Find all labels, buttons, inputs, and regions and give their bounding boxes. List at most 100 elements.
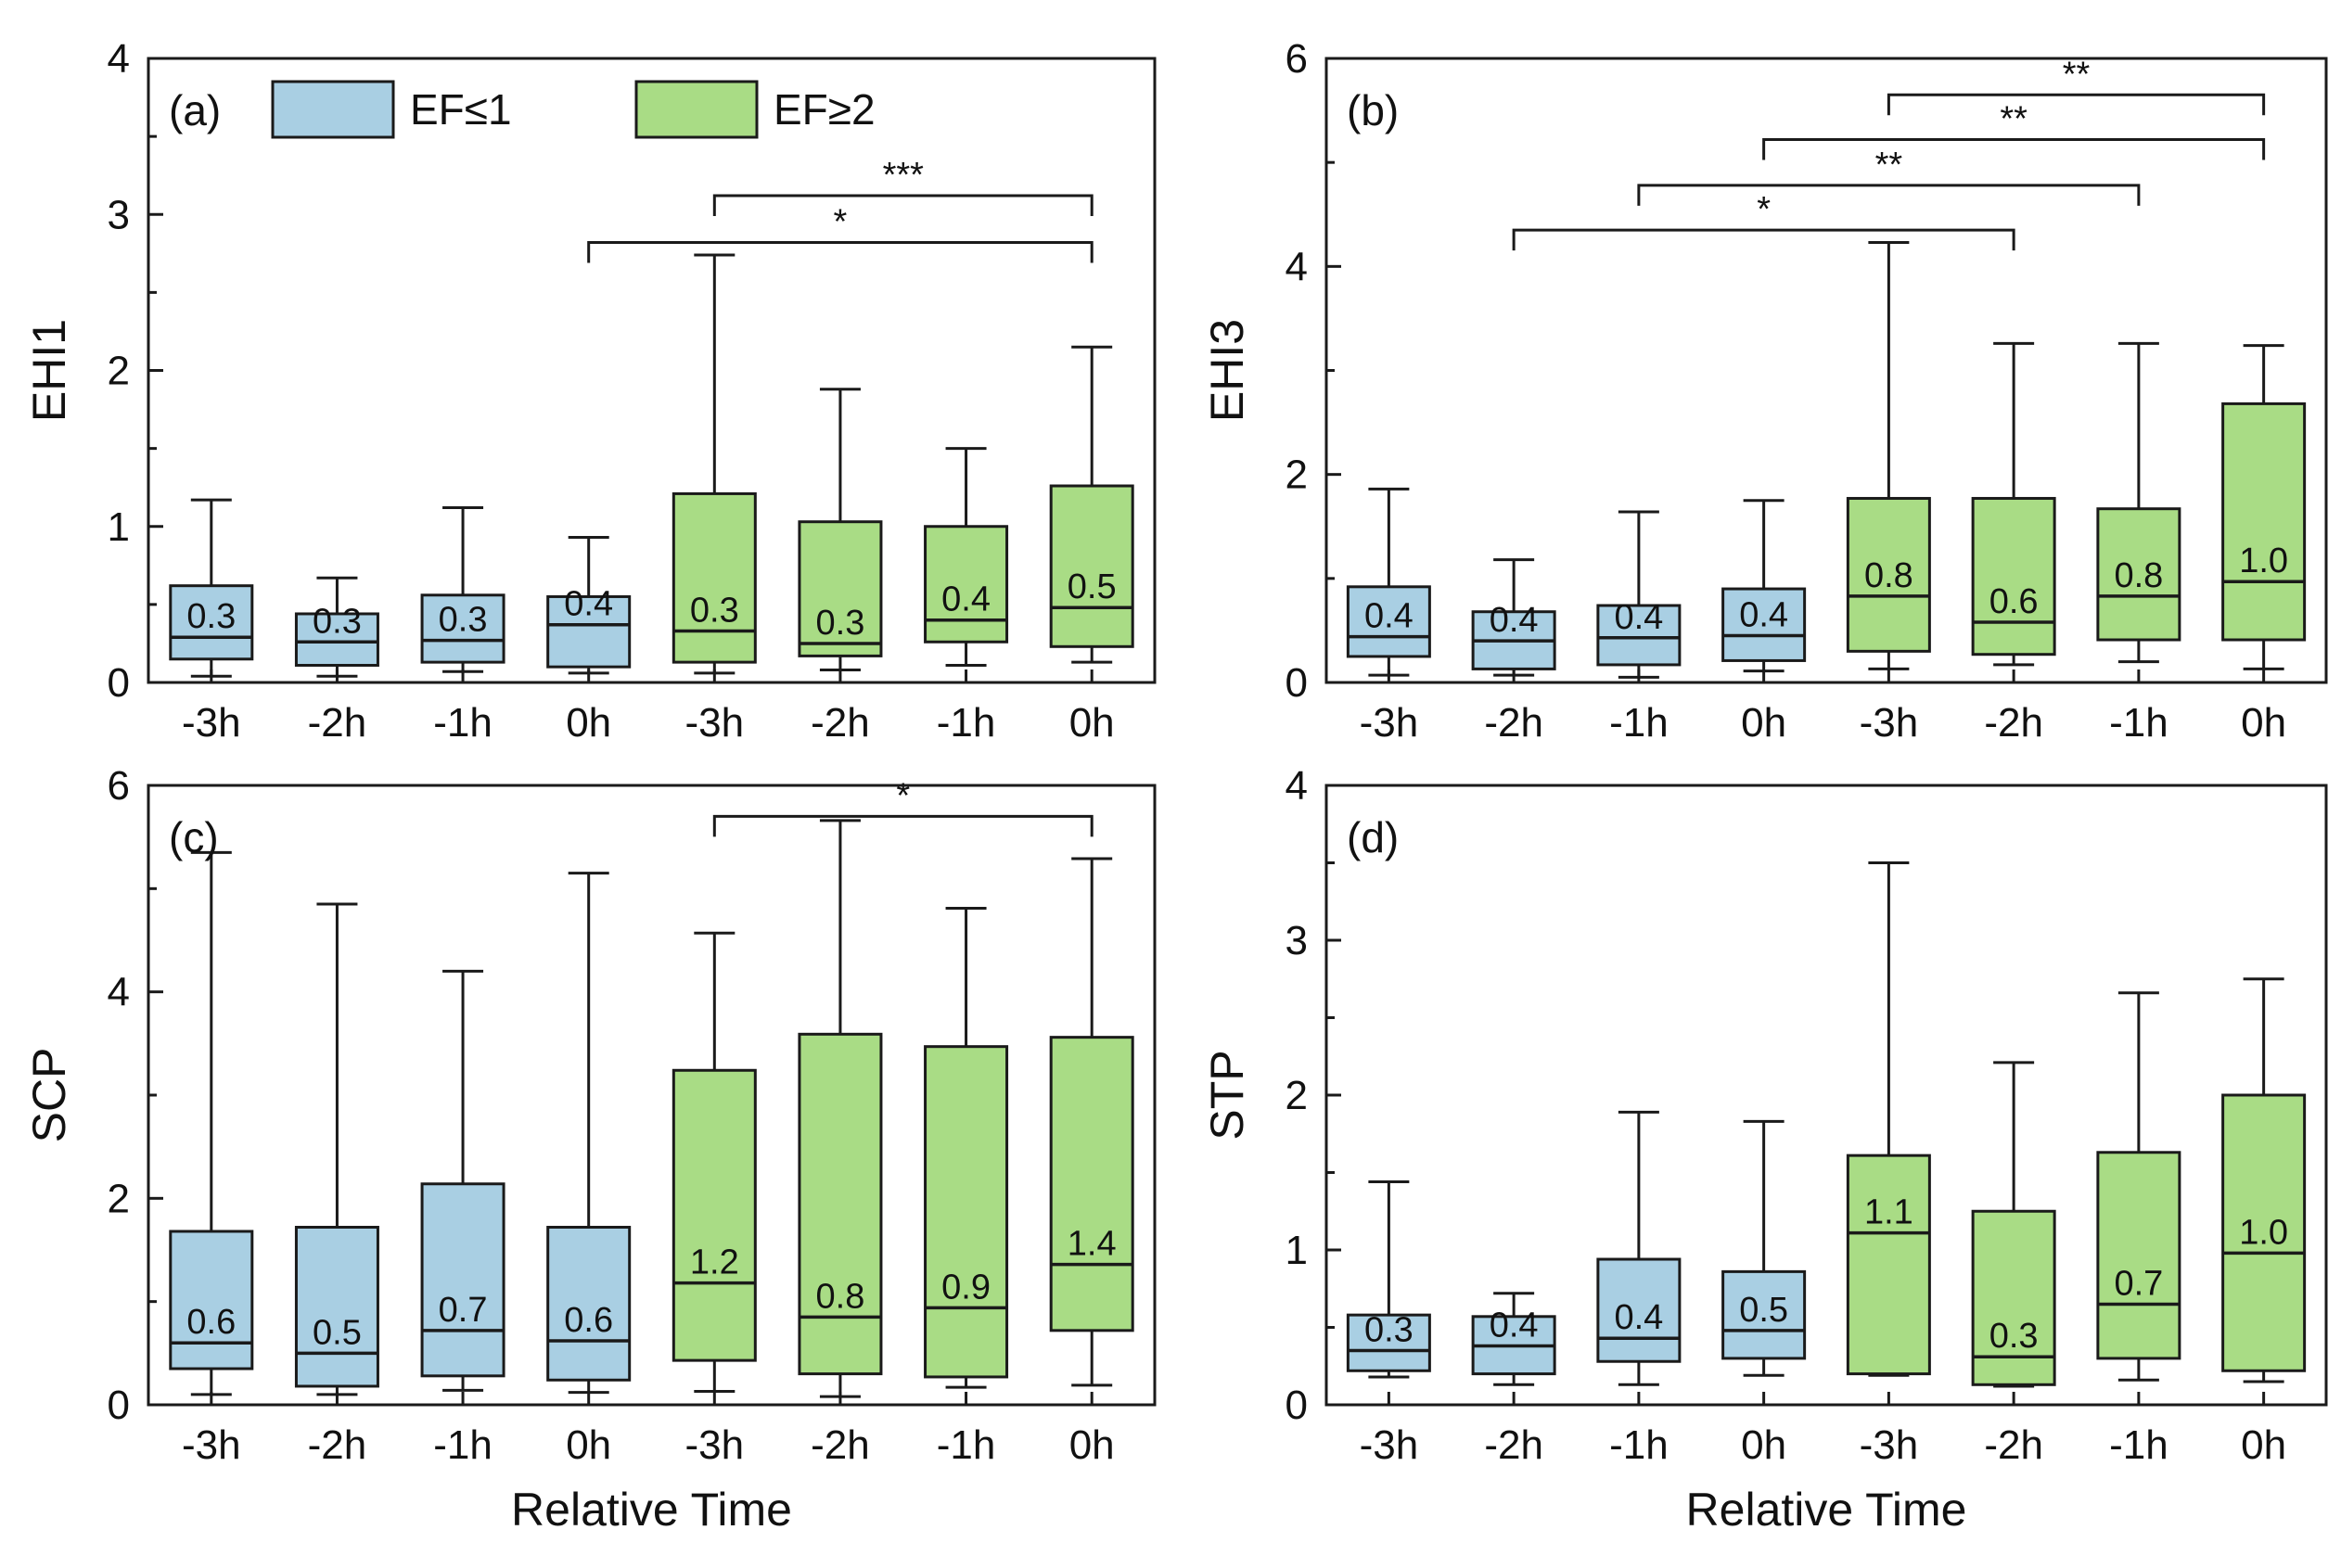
median-label: 0.4 bbox=[1614, 598, 1663, 637]
significance-label: ** bbox=[1875, 146, 1903, 185]
y-axis-title: EHI3 bbox=[1201, 319, 1253, 422]
median-label: 0.7 bbox=[439, 1291, 488, 1330]
x-tick-label: -1h bbox=[433, 700, 493, 746]
box-8: 1.4 bbox=[1049, 857, 1134, 1387]
median-label: 0.3 bbox=[1989, 1317, 2039, 1356]
significance-line bbox=[1887, 93, 2266, 116]
box-iqr bbox=[1049, 1036, 1134, 1332]
significance-line bbox=[1762, 137, 2266, 160]
legend-swatch-ef-le1 bbox=[271, 80, 395, 139]
box-iqr bbox=[1721, 587, 1807, 662]
significance-line bbox=[712, 194, 1094, 217]
median-label: 0.3 bbox=[313, 602, 362, 641]
legend-swatch-ef-ge2 bbox=[634, 80, 759, 139]
box-1: 0.6 bbox=[169, 850, 254, 1396]
significance-line bbox=[587, 241, 1094, 263]
median-label: 0.8 bbox=[816, 1277, 865, 1316]
box-6: 0.3 bbox=[1971, 1061, 2056, 1388]
x-tick-label: -2h bbox=[308, 700, 367, 746]
box-iqr bbox=[672, 1068, 757, 1362]
box-iqr bbox=[1596, 1257, 1682, 1363]
median-label: 0.4 bbox=[564, 585, 613, 624]
box-1: 0.3 bbox=[169, 498, 254, 678]
x-tick-label: -1h bbox=[2109, 1422, 2168, 1468]
box-8: 0.5 bbox=[1049, 345, 1134, 664]
box-iqr bbox=[169, 1230, 254, 1370]
median-label: 0.7 bbox=[2114, 1264, 2163, 1303]
x-tick-label: 0h bbox=[1069, 1422, 1115, 1468]
significance-line bbox=[1512, 228, 2015, 251]
significance-bracket-2: ** bbox=[1637, 146, 2141, 206]
box-4: 0.6 bbox=[546, 872, 632, 1395]
box-6: 0.8 bbox=[798, 819, 883, 1398]
median-label: 0.9 bbox=[941, 1268, 991, 1307]
y-tick-label: 6 bbox=[1286, 36, 1308, 82]
x-tick-label: -3h bbox=[1360, 1422, 1419, 1468]
x-tick-label: -1h bbox=[937, 700, 996, 746]
significance-label: ** bbox=[2063, 55, 2091, 94]
panel-d: 0.3 0.4 0.4 0.5 1.1 0.3 0.7 1.0 0 1 2 3 4 -3h -2h -1h 0h… bbox=[1201, 763, 2328, 1536]
box-4: 0.5 bbox=[1721, 1119, 1807, 1377]
y-axis-title: EHI1 bbox=[23, 319, 75, 422]
y-tick-label: 0 bbox=[108, 1383, 130, 1428]
significance-line bbox=[712, 814, 1094, 837]
y-axis-title: SCP bbox=[23, 1048, 75, 1143]
box-5: 1.1 bbox=[1846, 861, 1931, 1377]
x-tick-label: -2h bbox=[308, 1422, 367, 1468]
median-label: 0.4 bbox=[1490, 1307, 1539, 1345]
median-label: 0.8 bbox=[2114, 556, 2163, 595]
median-label: 0.5 bbox=[1068, 567, 1117, 606]
x-tick-label: -2h bbox=[1984, 700, 2043, 746]
box-7: 0.7 bbox=[2096, 991, 2181, 1382]
box-2: 0.4 bbox=[1471, 1292, 1556, 1386]
median-label: 0.6 bbox=[564, 1301, 613, 1340]
box-iqr bbox=[420, 593, 505, 664]
box-iqr bbox=[2096, 1151, 2181, 1360]
box-2: 0.5 bbox=[294, 902, 379, 1396]
box-2: 0.3 bbox=[294, 576, 379, 678]
x-tick-label: -1h bbox=[1609, 1422, 1669, 1468]
median-label: 0.5 bbox=[313, 1313, 362, 1352]
y-tick-label: 0 bbox=[1286, 660, 1308, 706]
x-tick-label: -1h bbox=[937, 1422, 996, 1468]
median-label: 0.8 bbox=[1864, 556, 1913, 595]
panel-label: (d) bbox=[1347, 813, 1399, 861]
x-tick-label: -3h bbox=[182, 700, 241, 746]
box-2: 0.4 bbox=[1471, 558, 1556, 677]
panel-label: (c) bbox=[169, 813, 219, 861]
box-iqr bbox=[1721, 1269, 1807, 1360]
box-iqr bbox=[546, 594, 632, 669]
median-label: 0.4 bbox=[941, 580, 991, 619]
box-3: 0.4 bbox=[1596, 510, 1682, 679]
y-tick-label: 6 bbox=[108, 763, 130, 809]
box-iqr bbox=[1596, 604, 1682, 667]
y-tick-label: 0 bbox=[108, 660, 130, 706]
box-iqr bbox=[1846, 496, 1931, 653]
box-iqr bbox=[1346, 585, 1431, 658]
y-tick-label: 1 bbox=[108, 504, 130, 550]
box-iqr bbox=[798, 520, 883, 657]
box-iqr bbox=[2221, 1093, 2307, 1372]
significance-label: *** bbox=[883, 156, 925, 195]
significance-label: * bbox=[896, 776, 910, 815]
x-tick-label: 0h bbox=[566, 700, 611, 746]
box-iqr bbox=[546, 1226, 632, 1382]
median-label: 0.3 bbox=[186, 597, 236, 636]
box-8: 1.0 bbox=[2221, 344, 2307, 670]
box-iqr bbox=[2221, 402, 2307, 642]
box-iqr bbox=[1846, 1154, 1931, 1376]
box-7: 0.8 bbox=[2096, 341, 2181, 664]
box-4: 0.4 bbox=[546, 536, 632, 675]
x-tick-label: -3h bbox=[1860, 700, 1919, 746]
box-iqr bbox=[1049, 484, 1134, 648]
box-iqr bbox=[924, 1045, 1009, 1379]
y-tick-label: 1 bbox=[1286, 1228, 1308, 1273]
box-5: 0.3 bbox=[672, 253, 757, 675]
box-iqr bbox=[169, 584, 254, 661]
box-3: 0.7 bbox=[420, 969, 505, 1392]
median-label: 0.6 bbox=[186, 1303, 236, 1342]
box-iqr bbox=[2096, 507, 2181, 642]
significance-label: * bbox=[834, 203, 848, 242]
